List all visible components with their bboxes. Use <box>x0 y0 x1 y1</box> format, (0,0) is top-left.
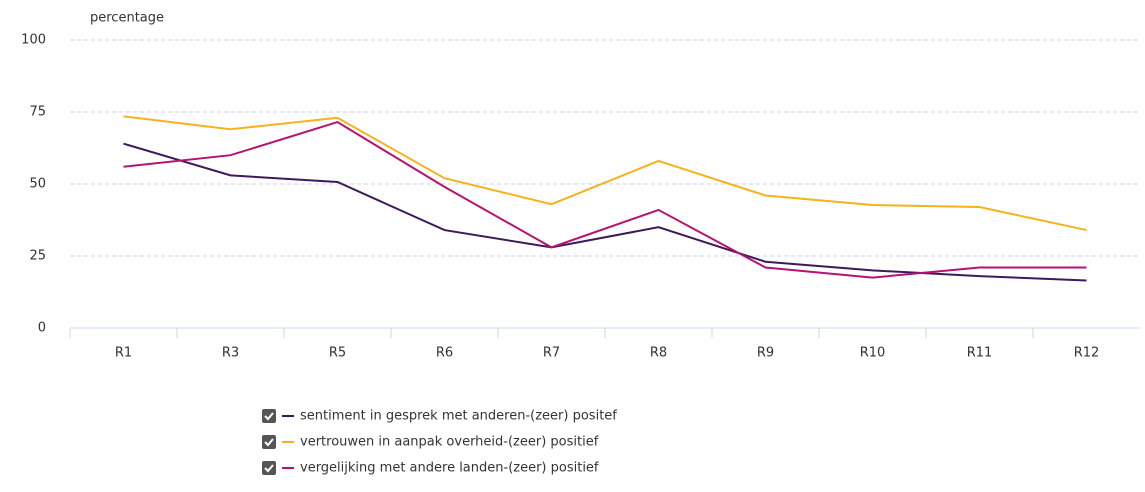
legend-checkbox <box>262 461 276 475</box>
x-tick-label: R10 <box>860 346 886 361</box>
x-tick-label: R7 <box>543 346 560 361</box>
x-tick-label: R6 <box>436 346 453 361</box>
x-tick-label: R8 <box>650 346 667 361</box>
x-tick-label: R11 <box>967 346 993 361</box>
legend-check <box>264 438 274 447</box>
y-tick-label: 100 <box>21 33 46 48</box>
y-axis-label: percentage <box>90 11 164 26</box>
legend-label: vertrouwen in aanpak overheid-(zeer) pos… <box>300 435 599 450</box>
series-line <box>123 120 1087 279</box>
y-tick-label: 50 <box>29 177 46 192</box>
y-tick-label: 0 <box>38 321 46 336</box>
series-line <box>123 115 1087 232</box>
legend-item: vergelijking met andere landen-(zeer) po… <box>262 461 599 476</box>
y-tick-label: 25 <box>29 249 46 264</box>
x-tick-label: R1 <box>115 346 132 361</box>
legend-label: vergelijking met andere landen-(zeer) po… <box>300 461 599 476</box>
legend-check <box>264 464 274 473</box>
legend-checkbox <box>262 435 276 449</box>
y-tick-label: 75 <box>29 105 46 120</box>
legend-item: vertrouwen in aanpak overheid-(zeer) pos… <box>262 435 599 450</box>
series-line <box>123 142 1087 282</box>
legend-checkbox <box>262 409 276 423</box>
legend-check <box>264 412 274 421</box>
x-tick-label: R9 <box>757 346 774 361</box>
x-tick-label: R12 <box>1074 346 1100 361</box>
x-tick-label: R3 <box>222 346 239 361</box>
legend-label: sentiment in gesprek met anderen-(zeer) … <box>300 409 617 424</box>
legend-item: sentiment in gesprek met anderen-(zeer) … <box>262 409 617 424</box>
x-tick-label: R5 <box>329 346 346 361</box>
